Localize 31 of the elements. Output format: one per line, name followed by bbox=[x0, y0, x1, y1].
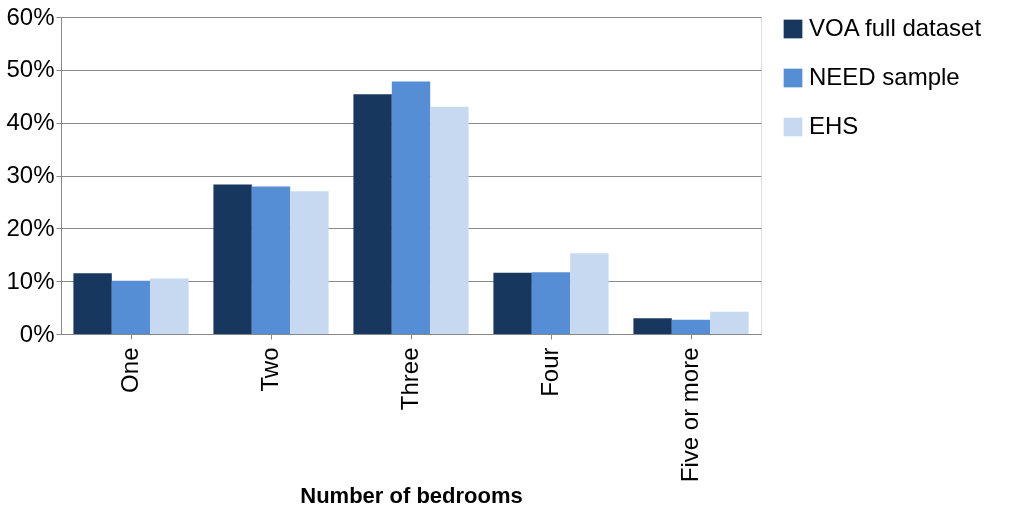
x-tick-label: One bbox=[116, 347, 143, 393]
bar bbox=[633, 318, 672, 334]
bar bbox=[353, 94, 392, 334]
x-tick-label: Five or more bbox=[676, 347, 703, 483]
bar bbox=[570, 253, 609, 334]
y-tick-label: 40% bbox=[6, 108, 55, 136]
legend-label: VOA full dataset bbox=[809, 14, 982, 41]
y-tick-label: 50% bbox=[6, 55, 55, 83]
legend-label: NEED sample bbox=[809, 63, 960, 90]
y-tick-label: 0% bbox=[19, 319, 55, 347]
bar bbox=[213, 184, 252, 334]
x-axis-title: Number of bedrooms bbox=[300, 483, 523, 509]
bar bbox=[531, 272, 571, 334]
bar bbox=[430, 106, 469, 334]
bar bbox=[493, 272, 532, 334]
bar bbox=[111, 280, 151, 334]
bar bbox=[73, 273, 112, 334]
y-tick-label: 60% bbox=[6, 2, 55, 30]
bar bbox=[290, 191, 329, 334]
bar bbox=[150, 278, 189, 334]
x-tick-label: Three bbox=[396, 347, 423, 411]
bar bbox=[251, 186, 291, 334]
y-tick-label: 10% bbox=[6, 266, 55, 294]
x-tick-label: Two bbox=[256, 347, 283, 392]
x-tick-label: Four bbox=[536, 347, 563, 397]
bar bbox=[391, 81, 431, 334]
y-tick-label: 30% bbox=[6, 161, 55, 188]
y-tick-label: 20% bbox=[6, 213, 55, 241]
legend-label: EHS bbox=[809, 112, 859, 139]
bar bbox=[710, 311, 749, 334]
bar bbox=[671, 319, 711, 334]
